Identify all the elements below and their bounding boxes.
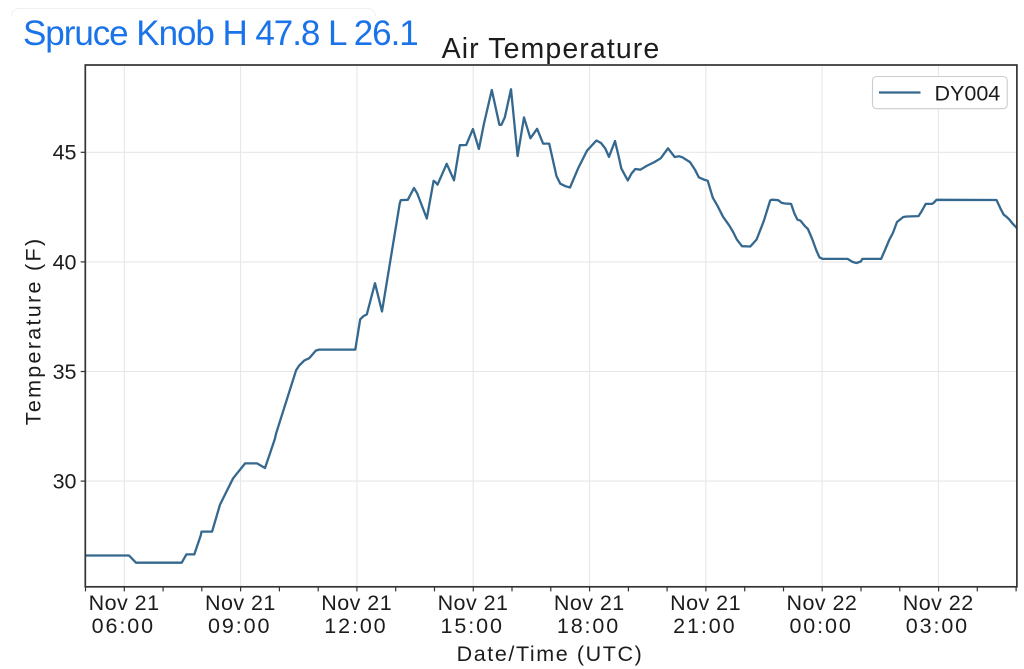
svg-text:Temperature (F): Temperature (F) (22, 237, 46, 426)
svg-text:Nov 21: Nov 21 (554, 591, 625, 615)
svg-text:18:00: 18:00 (557, 614, 620, 638)
svg-text:45: 45 (53, 141, 77, 165)
svg-text:40: 40 (53, 250, 77, 274)
svg-text:Nov 22: Nov 22 (903, 591, 974, 615)
svg-text:Nov 21: Nov 21 (670, 591, 741, 615)
svg-text:Nov 21: Nov 21 (321, 591, 392, 615)
svg-text:30: 30 (53, 470, 77, 494)
svg-text:00:00: 00:00 (789, 614, 852, 638)
svg-text:09:00: 09:00 (208, 614, 271, 638)
svg-text:Nov 21: Nov 21 (205, 591, 276, 615)
svg-text:06:00: 06:00 (92, 614, 155, 638)
svg-text:Nov 21: Nov 21 (89, 591, 160, 615)
svg-text:DY004: DY004 (935, 82, 1001, 106)
svg-text:Nov 22: Nov 22 (786, 591, 857, 615)
svg-text:15:00: 15:00 (441, 614, 504, 638)
svg-text:12:00: 12:00 (324, 614, 387, 638)
svg-text:Air Temperature: Air Temperature (442, 33, 661, 65)
svg-text:Nov 21: Nov 21 (438, 591, 509, 615)
svg-text:Date/Time (UTC): Date/Time (UTC) (457, 642, 644, 666)
svg-text:03:00: 03:00 (906, 614, 969, 638)
svg-text:35: 35 (53, 360, 77, 384)
svg-text:21:00: 21:00 (673, 614, 736, 638)
